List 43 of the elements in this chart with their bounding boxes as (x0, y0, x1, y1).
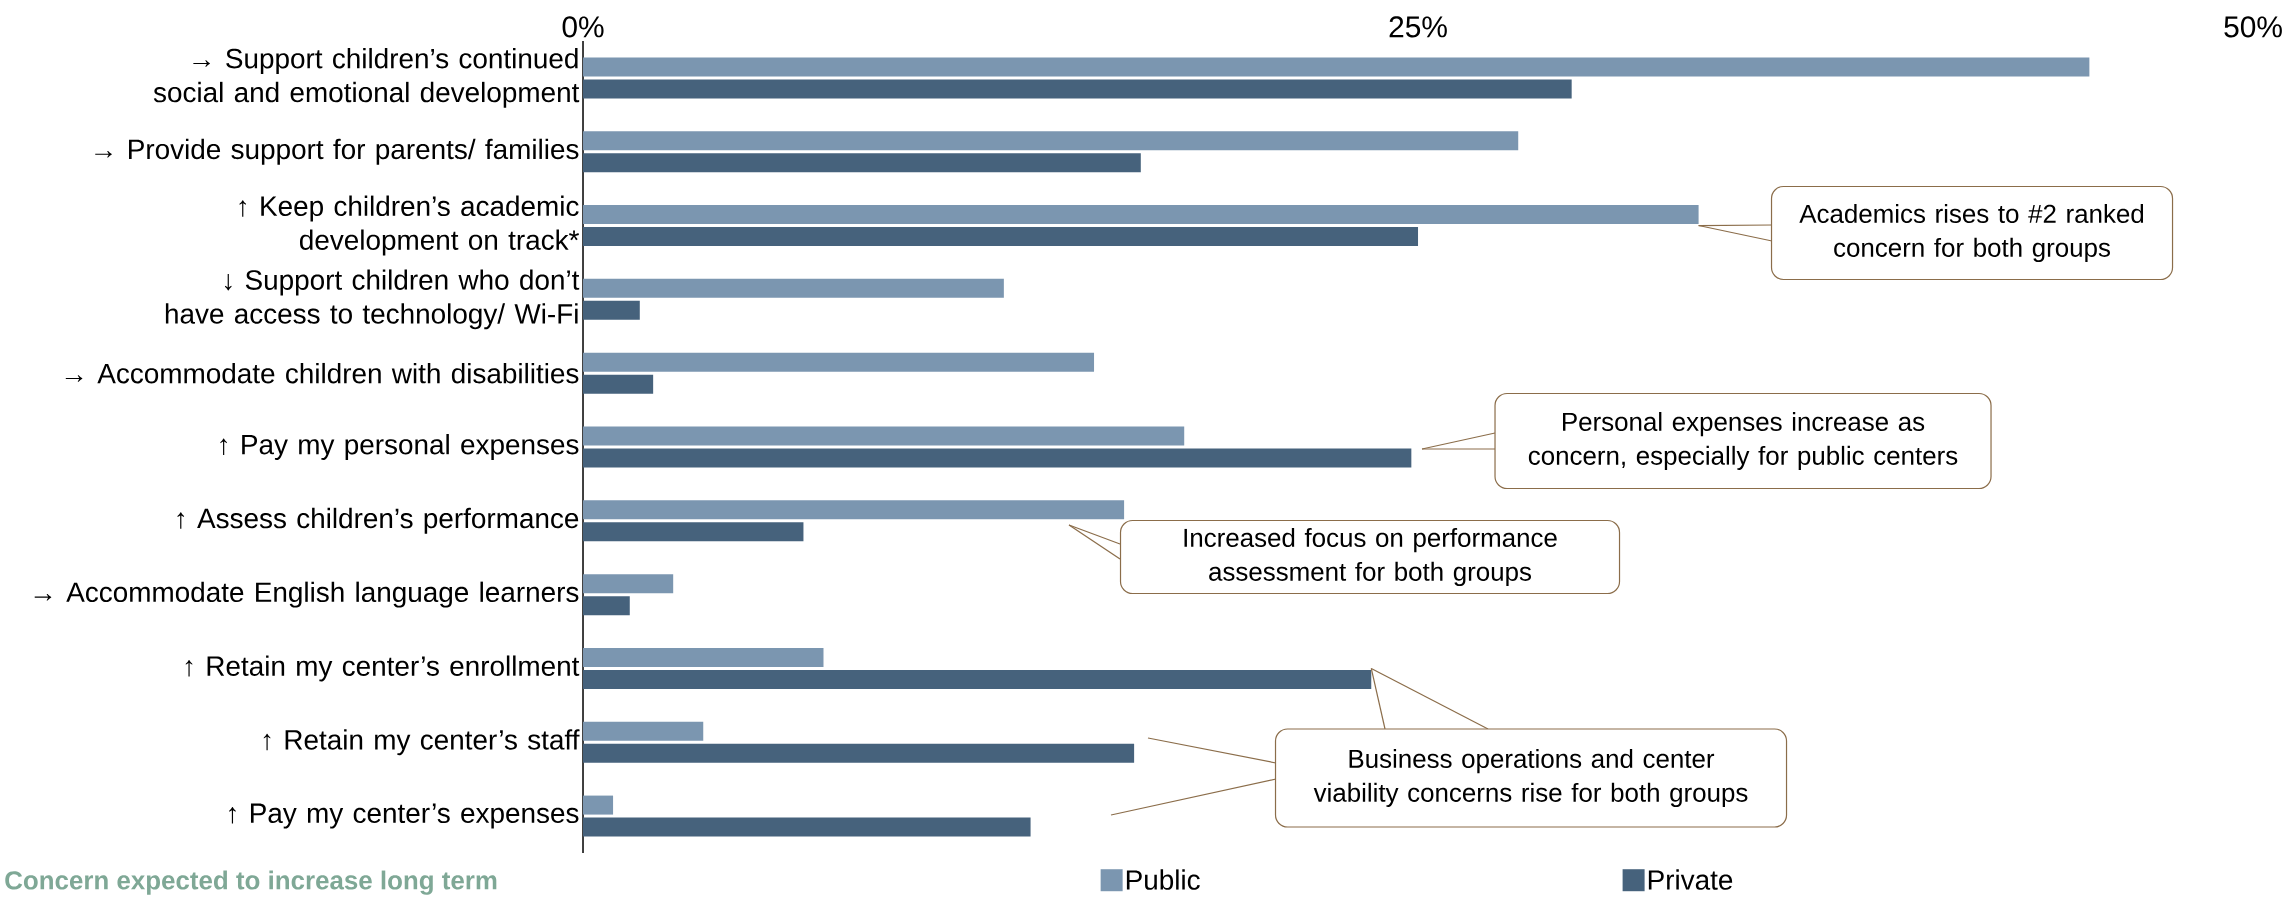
bar (583, 57, 2090, 77)
annotation: Personal expenses increase as concern, especially for public centers (1528, 411, 1958, 470)
x-tick-label: 25% (1389, 16, 1447, 38)
legend-label: Public (1126, 869, 1200, 890)
bar (583, 743, 1135, 763)
text: Concern expected to increase long term (5, 870, 497, 895)
bar (583, 227, 1419, 247)
bar (583, 522, 804, 542)
bar (583, 374, 654, 394)
y-tick-label: → Accommodate English language learners (34, 581, 579, 608)
annotation: Academics rises to #2 ranked concern for both groups (1799, 203, 2144, 262)
bar (583, 817, 1031, 837)
y-tick-label: → Provide support for parents/ families (95, 138, 579, 165)
y-tick-label: ↑ Assess children’s performance (177, 507, 579, 534)
bar (583, 205, 1699, 225)
bar (583, 795, 614, 815)
bar (583, 721, 704, 741)
bar (583, 153, 1141, 173)
x-tick-label: 50% (2224, 16, 2282, 38)
y-tick-label: ↑ Pay my personal expenses (220, 434, 579, 460)
y-tick-label: ↑ Keep children’s academic development on track* (239, 195, 579, 256)
bar (583, 426, 1185, 446)
y-tick-label: ↑ Retain my center’s enrollment (185, 655, 580, 682)
y-tick-label: ↑ Pay my center’s expenses (229, 803, 579, 829)
y-tick-label: ↓ Support children who don’t have access to technology/ Wi-Fi (165, 269, 580, 330)
annotation: Increased focus on performance assessment for both groups (1184, 527, 1557, 586)
annotation: Business operations and center viability concerns rise for both groups (1313, 748, 1748, 808)
bar (583, 596, 630, 616)
bar (583, 500, 1125, 520)
bar (583, 647, 824, 667)
bar (583, 300, 640, 320)
y-tick-label: → Accommodate children with disabilities (65, 362, 579, 384)
bar (583, 131, 1519, 151)
bar (583, 448, 1412, 468)
bar (583, 79, 1572, 99)
bar (583, 278, 1004, 298)
legend-label: Private (1648, 869, 1733, 890)
bar (583, 669, 1372, 689)
y-tick-label: → Support children’s continued social and emotional development (153, 47, 580, 108)
bar (583, 574, 674, 594)
y-tick-label: ↑ Retain my center’s staff (263, 729, 580, 756)
x-tick-label: 0% (562, 16, 604, 38)
bar (583, 352, 1095, 372)
